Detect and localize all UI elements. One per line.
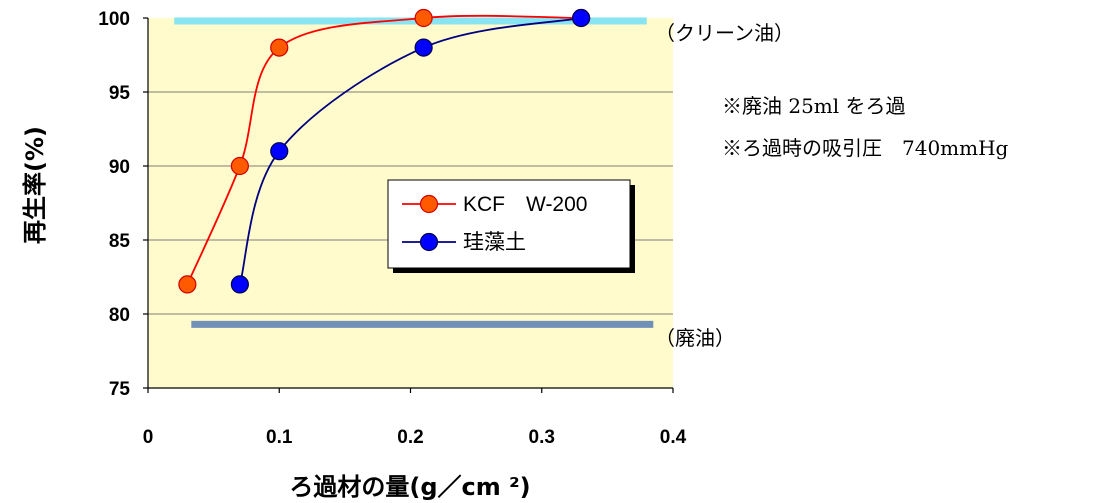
chart-text: 75 80 85 90 95 100 0 0.1 0.2 0.3 0.4 （クリーン油） （廃油） ※廃油… bbox=[21, 9, 1009, 501]
y-tick-label-5: 100 bbox=[98, 9, 130, 30]
legend: KCF W-200 珪藻土 bbox=[387, 179, 635, 273]
reference-band-0 bbox=[174, 17, 647, 25]
legend-marker-0 bbox=[419, 194, 439, 214]
series-0-point-3 bbox=[414, 8, 433, 28]
series-0-point-0 bbox=[178, 275, 197, 294]
x-axis-title: ろ過材の量(g／cm ²) bbox=[289, 473, 530, 501]
series-0-point-1 bbox=[230, 156, 249, 176]
y-tick-label-4: 95 bbox=[109, 83, 131, 104]
y-tick-label-2: 85 bbox=[109, 231, 131, 252]
annotation-1: ※ろ過時の吸引圧 740mmHg bbox=[722, 136, 1009, 160]
x-tick-label-0: 0 bbox=[143, 427, 154, 448]
y-tick-label-3: 90 bbox=[109, 157, 130, 178]
series-1-point-3 bbox=[572, 8, 591, 28]
y-tick-label-0: 75 bbox=[109, 379, 131, 400]
reference-label-0: （クリーン油） bbox=[655, 21, 794, 45]
series-0-point-2 bbox=[270, 38, 289, 57]
annotation-0: ※廃油 25ml をろ過 bbox=[722, 94, 906, 118]
legend-label-0: KCF W-200 bbox=[463, 193, 587, 216]
reference-band-1 bbox=[191, 320, 654, 328]
legend-marker-1 bbox=[419, 232, 439, 252]
legend-label-1: 珪藻土 bbox=[463, 231, 526, 254]
series-1-point-2 bbox=[414, 38, 433, 57]
legend-box bbox=[387, 179, 631, 269]
series-1-point-0 bbox=[230, 275, 249, 294]
y-axis-title: 再生率(%) bbox=[21, 126, 49, 244]
y-tick-label-1: 80 bbox=[109, 305, 130, 326]
series-line-1 bbox=[239, 17, 582, 285]
x-tick-label-3: 0.3 bbox=[529, 427, 555, 448]
reference-label-1: （廃油） bbox=[655, 326, 735, 350]
x-tick-label-1: 0.1 bbox=[266, 427, 293, 448]
x-tick-label-2: 0.2 bbox=[397, 427, 423, 448]
x-tick-label-4: 0.4 bbox=[660, 427, 687, 448]
series-1-point-1 bbox=[270, 142, 289, 161]
